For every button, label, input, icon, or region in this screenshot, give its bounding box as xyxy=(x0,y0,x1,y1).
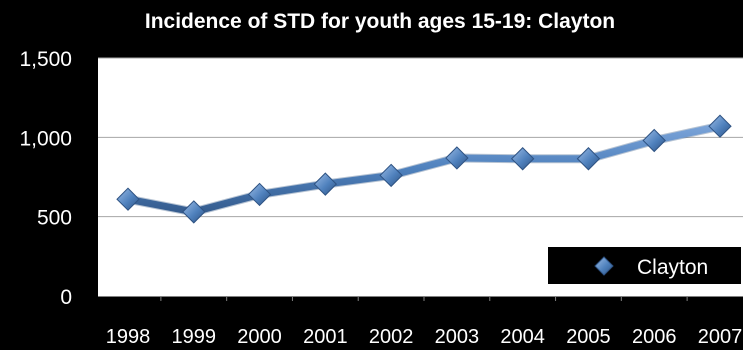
x-tick-label: 2000 xyxy=(237,326,282,348)
y-axis: 0 500 1,000 1,500 xyxy=(19,48,72,309)
y-tick-label: 500 xyxy=(37,207,72,230)
x-tick-label: 2005 xyxy=(566,326,611,348)
data-point-marker xyxy=(116,187,140,211)
y-tick-label: 1,500 xyxy=(19,48,72,71)
x-tick-label: 2001 xyxy=(303,326,348,348)
x-tick-label: 2007 xyxy=(698,326,743,348)
data-point-marker xyxy=(576,147,601,171)
legend-label-clayton: Clayton xyxy=(637,256,708,279)
y-tick-label: 1,000 xyxy=(19,127,72,150)
chart-title: Incidence of STD for youth ages 15-19: C… xyxy=(145,10,615,33)
gridlines xyxy=(98,57,743,218)
x-tick-label: 2003 xyxy=(435,326,480,348)
data-point-marker xyxy=(708,114,732,138)
data-point-marker xyxy=(247,182,272,207)
legend: Clayton xyxy=(548,247,741,284)
data-point-marker xyxy=(510,147,535,171)
y-tick-label: 0 xyxy=(60,286,72,309)
series-line xyxy=(124,122,724,216)
x-axis: 1998 1999 2000 2001 2002 2003 2004 2005 2006 2007 xyxy=(98,296,743,348)
x-tick-label: 1999 xyxy=(172,326,217,348)
x-tick-label: 2006 xyxy=(632,326,677,348)
data-point-marker xyxy=(642,128,666,153)
data-point-marker xyxy=(182,200,206,224)
legend-marker-swatch xyxy=(594,256,614,276)
data-point-marker xyxy=(379,163,403,188)
x-tick-label: 2002 xyxy=(369,326,414,348)
series-clayton xyxy=(116,114,732,224)
data-point-marker xyxy=(445,146,469,170)
x-tick-label: 1998 xyxy=(106,326,151,348)
x-tick-label: 2004 xyxy=(500,326,545,348)
data-point-marker xyxy=(313,172,338,196)
